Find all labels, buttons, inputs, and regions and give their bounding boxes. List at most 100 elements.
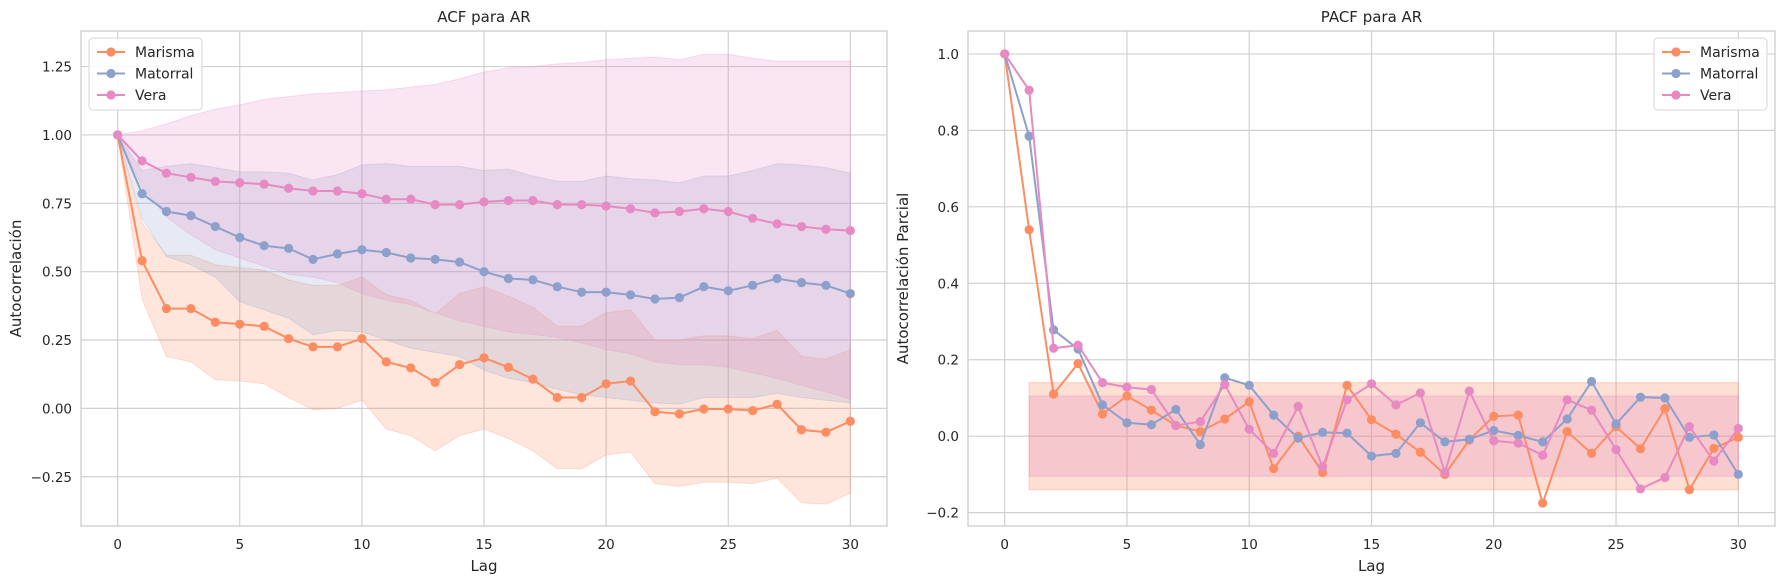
data-point-marisma	[1709, 443, 1719, 454]
data-point-marisma	[430, 377, 440, 388]
legend: Marisma Matorral Vera	[1653, 37, 1768, 111]
data-point-vera	[1048, 343, 1059, 353]
data-point-marisma	[1489, 411, 1499, 421]
data-point-marisma	[577, 392, 587, 403]
x-tick-label: 10	[353, 537, 370, 553]
data-point-matorral	[528, 275, 538, 285]
data-point-matorral	[552, 282, 562, 292]
data-point-matorral	[186, 210, 196, 221]
data-point-marisma	[137, 256, 147, 266]
data-point-matorral	[1195, 439, 1205, 450]
data-point-matorral	[723, 286, 733, 296]
data-point-matorral	[1562, 414, 1572, 424]
data-point-vera	[1611, 444, 1621, 455]
legend-box	[88, 37, 203, 111]
data-point-matorral	[1097, 400, 1108, 410]
data-point-marisma	[1684, 485, 1695, 495]
data-point-matorral	[235, 232, 245, 243]
data-point-marisma	[1415, 447, 1426, 457]
data-point-vera	[1684, 422, 1695, 432]
data-point-marisma	[1048, 389, 1059, 399]
data-point-matorral	[650, 294, 660, 304]
data-point-vera	[1122, 382, 1132, 392]
data-point-marisma	[723, 404, 733, 414]
data-point-matorral	[1415, 418, 1426, 428]
x-tick-label: 0	[113, 537, 122, 553]
data-point-matorral	[210, 221, 220, 232]
data-point-vera	[796, 221, 807, 232]
data-point-marisma	[1024, 225, 1034, 235]
data-point-vera	[1391, 400, 1401, 410]
data-point-vera	[1513, 438, 1523, 448]
legend-box	[1653, 37, 1768, 111]
chart-title: PACF para AR	[1321, 8, 1422, 26]
data-point-vera	[723, 206, 733, 217]
acf-chart: 0 5 10 15 20 25 30 −0.25 0.00 0.25 0.50 0.75 1.00 1.2…	[7, 8, 888, 575]
data-point-vera	[552, 200, 562, 210]
data-point-matorral	[1440, 437, 1450, 447]
data-point-vera	[454, 200, 465, 210]
x-tick-label: 0	[1000, 537, 1009, 553]
data-point-vera	[1342, 395, 1352, 405]
data-point-marisma	[1195, 426, 1205, 437]
y-tick-label: 0.00	[42, 401, 72, 417]
data-point-marisma	[1269, 464, 1279, 474]
data-point-matorral	[1342, 428, 1352, 438]
chart-title: ACF para AR	[437, 8, 530, 26]
data-point-marisma	[796, 425, 807, 435]
data-point-marisma	[1733, 432, 1743, 442]
data-point-vera	[1586, 405, 1597, 415]
legend-label-marisma: Marisma	[135, 45, 195, 61]
data-point-marisma	[406, 363, 416, 373]
data-point-vera	[1709, 456, 1719, 466]
data-point-vera	[479, 197, 489, 207]
data-point-matorral	[845, 288, 855, 299]
data-point-vera	[1660, 472, 1670, 483]
data-point-marisma	[284, 334, 294, 344]
data-point-marisma	[1122, 391, 1132, 401]
data-point-vera	[1244, 424, 1254, 434]
data-point-vera	[1073, 340, 1083, 350]
data-point-marisma	[1220, 414, 1230, 424]
data-point-marisma	[308, 342, 318, 352]
y-tick-label: 0.8	[938, 123, 959, 139]
data-point-matorral	[1538, 437, 1548, 447]
data-point-matorral	[454, 257, 465, 267]
data-point-vera	[674, 206, 684, 217]
data-point-vera	[259, 179, 269, 189]
y-tick-label: 1.0	[938, 47, 959, 63]
data-point-matorral	[1709, 430, 1719, 440]
legend-marker-vera	[106, 90, 116, 100]
data-point-marisma	[674, 409, 684, 419]
plot-frame	[80, 30, 888, 527]
data-point-vera	[430, 200, 440, 210]
data-point-matorral	[137, 189, 147, 199]
data-point-vera	[650, 208, 660, 218]
data-point-marisma	[381, 357, 391, 367]
data-point-vera	[1195, 417, 1205, 427]
x-tick-label: 20	[1485, 537, 1502, 553]
legend-label-marisma: Marisma	[1700, 45, 1760, 61]
data-point-vera	[1733, 423, 1743, 434]
data-point-matorral	[674, 293, 684, 303]
data-point-matorral	[1464, 434, 1474, 444]
data-point-matorral	[1489, 425, 1499, 436]
data-point-matorral	[503, 273, 514, 284]
data-point-matorral	[1513, 430, 1523, 441]
data-point-matorral	[357, 245, 367, 255]
data-point-matorral	[748, 280, 758, 290]
data-point-marisma	[625, 376, 636, 386]
data-point-vera	[1635, 484, 1646, 494]
data-point-vera	[845, 226, 855, 236]
data-point-matorral	[1293, 433, 1303, 443]
data-point-matorral	[479, 267, 489, 277]
data-point-vera	[1489, 436, 1499, 446]
x-tick-label: 25	[720, 537, 737, 553]
y-axis-label: Autocorrelación Parcial	[894, 193, 912, 365]
y-tick-label: −0.25	[31, 470, 72, 486]
data-point-marisma	[1586, 448, 1597, 458]
data-point-vera	[332, 186, 343, 196]
data-point-matorral	[1146, 420, 1157, 430]
data-point-marisma	[454, 360, 465, 370]
x-tick-label: 25	[1607, 537, 1624, 553]
